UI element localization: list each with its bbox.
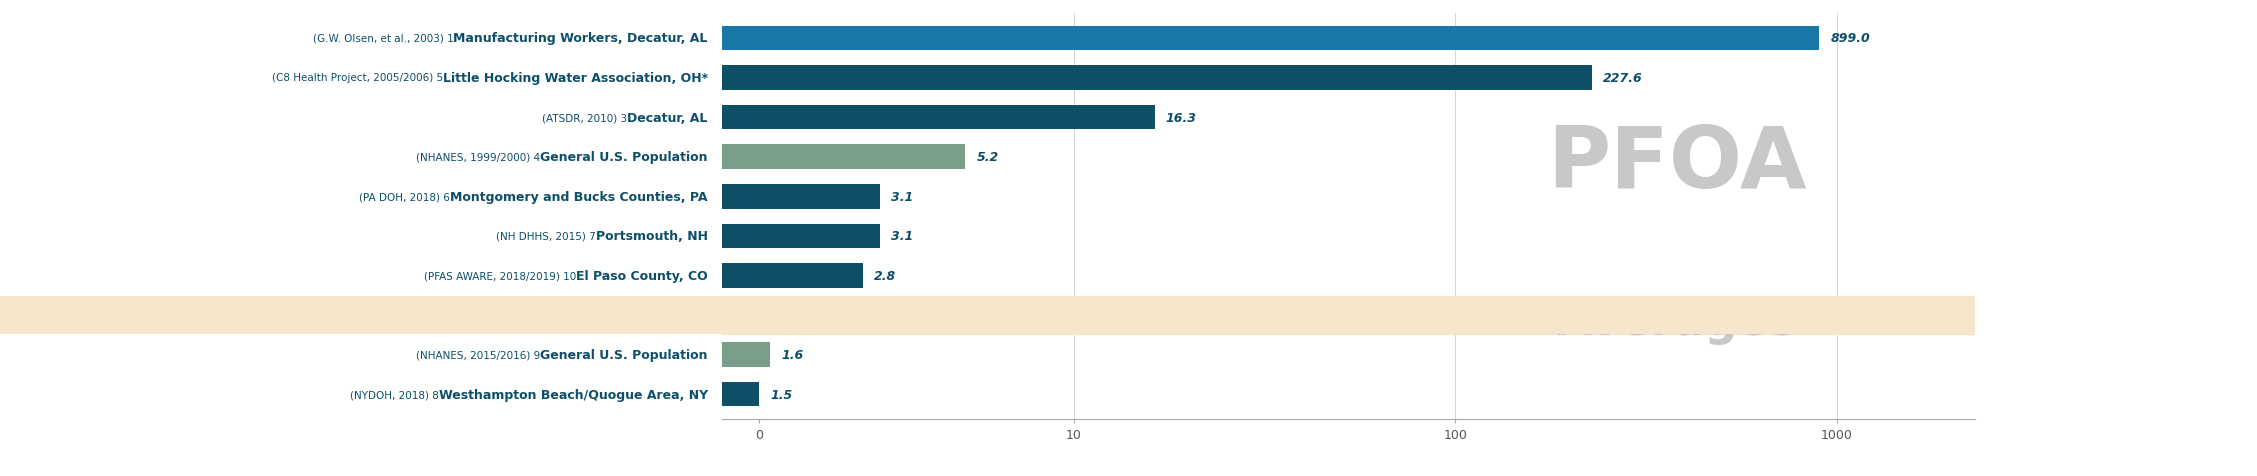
Text: (ATSDR, 2010) 3: (ATSDR, 2010) 3 [542,113,627,123]
Text: (PA DOH, 2018) 6: (PA DOH, 2018) 6 [359,192,451,202]
Bar [0,382,758,407]
Text: 3.1: 3.1 [892,230,914,243]
Text: Westhampton Beach/Quogue Area, NY: Westhampton Beach/Quogue Area, NY [438,388,713,401]
Text: (G.W. Olsen, et al., 2003) 1: (G.W. Olsen, et al., 2003) 1 [314,34,454,44]
Text: (C8 Health Project, 2005/2006) 5: (C8 Health Project, 2005/2006) 5 [271,73,442,83]
Text: (PFAS AWARE, 2018/2019) 10: (PFAS AWARE, 2018/2019) 10 [424,271,576,281]
Text: 16.3: 16.3 [1167,111,1196,124]
Bar [0,343,770,367]
Text: 227.6: 227.6 [1602,72,1643,85]
Bar [0,66,1591,90]
Text: (NH DHHS, 2015) 7: (NH DHHS, 2015) 7 [497,231,596,241]
Text: Manufacturing Workers, Decatur, AL: Manufacturing Workers, Decatur, AL [454,32,713,45]
Bar [0,145,966,169]
Text: (NHANES, 2015/2016) 9: (NHANES, 2015/2016) 9 [415,350,539,360]
Bar [0,185,880,209]
Bar [0,106,1156,130]
Bar [0,27,1819,51]
Text: (NYDOH, 2018) 8: (NYDOH, 2018) 8 [350,389,438,399]
Text: Decatur, AL: Decatur, AL [627,111,713,124]
Text: 1.6: 1.6 [781,348,803,361]
Text: General U.S. Population: General U.S. Population [539,151,713,164]
Text: PFOA: PFOA [1546,122,1806,206]
Text: Portsmouth, NH: Portsmouth, NH [596,230,713,243]
Bar [722,297,1975,334]
Text: 899.0: 899.0 [1830,32,1871,45]
Bar [0,224,880,248]
Text: Little Hocking Water Association, OH*: Little Hocking Water Association, OH* [442,72,713,85]
Text: 2.1: 2.1 [826,309,849,322]
Text: El Paso County, CO: El Paso County, CO [576,269,713,282]
Text: El Paso County, CO near Peterson AFB: El Paso County, CO near Peterson AFB [440,309,713,322]
Text: General U.S. Population: General U.S. Population [539,348,713,361]
Text: (ATSDR, 2020) 2: (ATSDR, 2020) 2 [354,310,440,320]
Text: 3.1: 3.1 [892,190,914,203]
Text: 5.2: 5.2 [977,151,998,164]
Text: Averages: Averages [1557,299,1797,344]
Bar [0,303,815,327]
Text: (NHANES, 1999/2000) 4: (NHANES, 1999/2000) 4 [415,152,539,162]
Text: 2.8: 2.8 [873,269,896,282]
Text: Montgomery and Bucks Counties, PA: Montgomery and Bucks Counties, PA [451,190,713,203]
Text: 1.5: 1.5 [770,388,792,401]
Bar [0,264,862,288]
